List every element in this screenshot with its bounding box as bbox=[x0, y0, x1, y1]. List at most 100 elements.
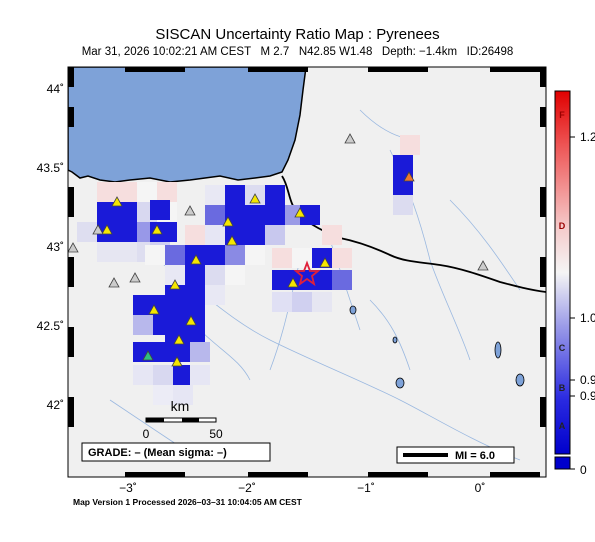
grid-cell bbox=[245, 205, 265, 225]
grid-cell bbox=[205, 245, 225, 265]
station-triangle bbox=[101, 224, 113, 235]
grid-cell bbox=[185, 325, 205, 345]
grid-cell bbox=[117, 222, 137, 242]
stations bbox=[68, 133, 489, 367]
grid-cell bbox=[225, 245, 245, 265]
station-triangle bbox=[184, 205, 196, 216]
grid-cell bbox=[312, 292, 332, 312]
grid-cell bbox=[185, 245, 205, 265]
station-triangle bbox=[173, 334, 185, 345]
grid-cell bbox=[225, 185, 245, 205]
grid-cell bbox=[332, 248, 352, 268]
event-subtitle: Mar 31, 2026 10:02:21 AM CEST M 2.7 N42.… bbox=[81, 46, 514, 58]
grid-cell bbox=[173, 342, 193, 362]
grid-cell bbox=[97, 202, 117, 222]
map-title: SISCAN Uncertainty Ratio Map : Pyrenees bbox=[155, 26, 440, 43]
grid-cell bbox=[265, 185, 285, 205]
lat-label: 43˚ bbox=[47, 240, 64, 254]
grid-cell bbox=[137, 182, 157, 202]
grid-cell bbox=[185, 225, 205, 245]
grid-cell bbox=[117, 202, 137, 222]
station-triangle bbox=[129, 272, 141, 283]
grade-letter: F bbox=[559, 110, 565, 120]
grid-cell bbox=[292, 292, 312, 312]
grid-cell bbox=[292, 248, 312, 268]
colorbar-value: 0 bbox=[580, 463, 587, 477]
station-triangle bbox=[319, 257, 331, 268]
scale-label-50: 50 bbox=[209, 427, 223, 441]
grid-cell bbox=[272, 292, 292, 312]
grid-cell bbox=[205, 225, 225, 245]
grid-cell bbox=[190, 342, 210, 362]
station-triangle bbox=[477, 260, 489, 271]
colorbar-value: 0.9 bbox=[580, 389, 595, 403]
grid-cell bbox=[133, 315, 153, 335]
lon-label: 0˚ bbox=[475, 481, 486, 495]
colorbar-gradient bbox=[554, 90, 571, 455]
grid-cell bbox=[272, 248, 292, 268]
grid-cell bbox=[185, 285, 205, 305]
grid-cell bbox=[245, 225, 265, 245]
grid-cell bbox=[97, 242, 117, 262]
grid-cell bbox=[153, 342, 173, 362]
grid-cell bbox=[97, 182, 117, 202]
mi-text: MI = 6.0 bbox=[455, 450, 495, 462]
grade-box: GRADE: – (Mean sigma: –) bbox=[81, 442, 271, 462]
grid-cell bbox=[300, 205, 320, 225]
grid-cell bbox=[190, 365, 210, 385]
grid-cell bbox=[400, 135, 420, 155]
lat-label: 42˚ bbox=[47, 398, 64, 412]
station-triangle bbox=[68, 242, 79, 253]
grid-cell bbox=[117, 182, 137, 202]
grid-cell bbox=[393, 195, 413, 215]
station-triangle bbox=[171, 356, 183, 367]
grid-cell bbox=[265, 225, 285, 245]
lon-label: −3˚ bbox=[119, 481, 137, 495]
grid-cell bbox=[205, 185, 225, 205]
station-triangle bbox=[92, 224, 104, 235]
grid-cell bbox=[205, 285, 225, 305]
grid-cell bbox=[173, 365, 193, 385]
grid-cell bbox=[165, 245, 185, 265]
scale-label-0: 0 bbox=[143, 427, 150, 441]
mi-legend: MI = 6.0 bbox=[396, 446, 515, 464]
station-triangle bbox=[169, 279, 181, 290]
station-triangle bbox=[185, 315, 197, 326]
station-triangle bbox=[151, 224, 163, 235]
grade-letter: D bbox=[559, 221, 566, 231]
grid-cell bbox=[205, 265, 225, 285]
colorbar: F D C B A 1.2 1.0 0.9 0.9 0 bbox=[554, 90, 595, 477]
station-triangle bbox=[403, 171, 415, 182]
grid-cell bbox=[322, 225, 342, 245]
station-triangle bbox=[222, 216, 234, 227]
lon-label: −1˚ bbox=[357, 481, 375, 495]
grade-letter: A bbox=[559, 421, 566, 431]
lakes bbox=[349, 305, 525, 389]
lat-label: 42.5˚ bbox=[37, 319, 64, 333]
grid-cell bbox=[133, 295, 153, 315]
lat-labels: 44˚ 43.5˚ 43˚ 42.5˚ 42˚ bbox=[37, 82, 64, 412]
grid-cell bbox=[153, 385, 173, 405]
grid-cell bbox=[150, 200, 170, 220]
station-triangle bbox=[190, 254, 202, 265]
grid-cell bbox=[393, 155, 413, 175]
grid-cell bbox=[77, 222, 97, 242]
grid-cell bbox=[145, 245, 165, 265]
grid-cell bbox=[272, 270, 292, 290]
station-triangle bbox=[148, 304, 160, 315]
scale-bar: km 0 50 bbox=[143, 398, 223, 441]
grid-cell bbox=[165, 265, 185, 285]
grid-cell bbox=[332, 270, 352, 290]
grid-cell bbox=[165, 305, 185, 325]
grid-cell bbox=[173, 385, 193, 405]
frame-ticks bbox=[68, 67, 546, 477]
lon-label: −2˚ bbox=[238, 481, 256, 495]
station-triangle bbox=[226, 235, 238, 246]
station-triangle bbox=[344, 133, 356, 144]
station-triangle bbox=[142, 350, 154, 361]
station-triangle bbox=[111, 196, 123, 207]
lon-labels: −3˚ −2˚ −1˚ 0˚ bbox=[119, 481, 485, 495]
grid-cell bbox=[225, 265, 245, 285]
grid-cell bbox=[205, 205, 225, 225]
epicenter-star bbox=[293, 260, 321, 287]
